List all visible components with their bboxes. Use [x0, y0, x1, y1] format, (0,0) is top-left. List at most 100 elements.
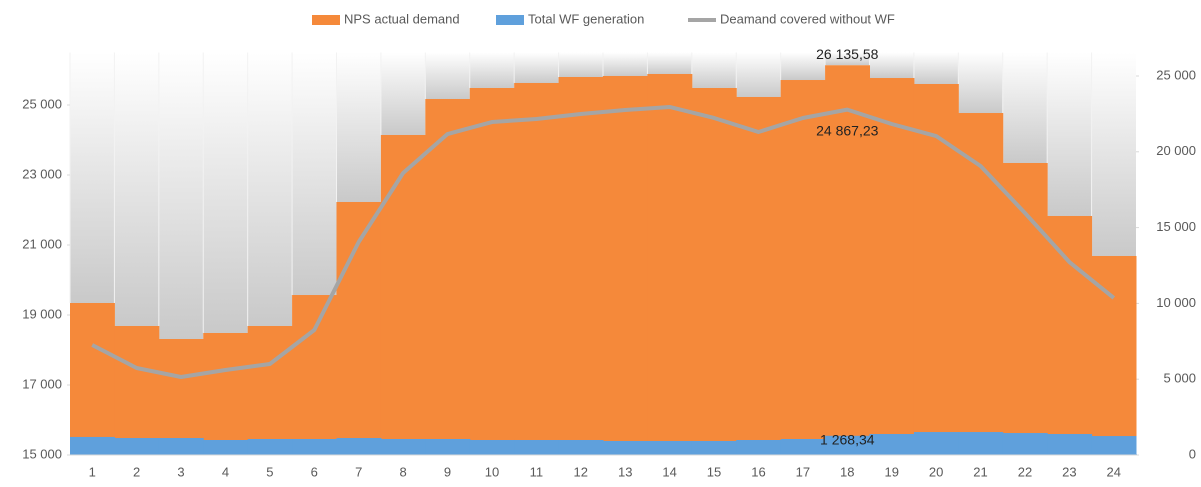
column-shade — [1047, 52, 1092, 216]
bar — [114, 438, 160, 455]
column-shade — [869, 52, 914, 79]
bar — [958, 113, 1004, 455]
x-tick-label: 1 — [89, 464, 96, 479]
y-tick-label: 17 000 — [22, 376, 62, 391]
column-shade — [913, 52, 959, 84]
bar — [1002, 433, 1048, 455]
legend-label: Total WF generation — [528, 11, 644, 26]
bar — [647, 440, 693, 455]
bar — [203, 332, 249, 455]
bar — [425, 439, 471, 455]
y-tick-label: 25 000 — [22, 96, 62, 111]
column-shade — [1002, 52, 1048, 163]
bar — [70, 436, 115, 455]
bar — [514, 82, 560, 456]
bar — [869, 434, 915, 455]
x-tick-label: 23 — [1062, 464, 1076, 479]
column-shade — [691, 52, 737, 88]
x-tick-label: 22 — [1018, 464, 1032, 479]
column-shade — [203, 52, 248, 333]
column-shade — [425, 52, 470, 100]
bar — [691, 87, 737, 456]
bar — [380, 439, 426, 455]
y2-tick-label: 25 000 — [1156, 67, 1196, 82]
x-tick-label: 19 — [884, 464, 898, 479]
column-shade — [469, 52, 515, 88]
bar — [647, 73, 693, 456]
bar — [913, 84, 959, 455]
legend-swatch — [312, 15, 340, 25]
bar — [247, 439, 293, 455]
legend-label: Deamand covered without WF — [720, 11, 895, 26]
column-shade — [736, 52, 781, 97]
x-tick-label: 20 — [929, 464, 943, 479]
bar — [780, 439, 826, 455]
y2-tick-label: 15 000 — [1156, 219, 1196, 234]
x-tick-label: 21 — [973, 464, 987, 479]
bar — [558, 77, 604, 455]
bar — [380, 134, 426, 455]
column-shade — [247, 52, 293, 326]
bar — [825, 435, 870, 455]
x-tick-label: 10 — [485, 464, 499, 479]
y-tick-label: 19 000 — [22, 306, 62, 321]
x-tick-label: 17 — [796, 464, 810, 479]
x-tick-label: 9 — [444, 464, 451, 479]
bar — [1091, 255, 1137, 455]
value-label: 1 268,34 — [820, 431, 875, 447]
x-tick-label: 2 — [133, 464, 140, 479]
y-tick-label: 23 000 — [22, 166, 62, 181]
column-shade — [558, 52, 603, 77]
bar — [1047, 434, 1093, 455]
legend-swatch — [496, 15, 524, 25]
bar — [691, 440, 737, 455]
x-tick-label: 8 — [400, 464, 407, 479]
bar — [1091, 436, 1137, 455]
y2-tick-label: 20 000 — [1156, 143, 1196, 158]
x-tick-label: 18 — [840, 464, 854, 479]
bar — [247, 325, 293, 455]
value-label: 26 135,58 — [816, 46, 878, 62]
column-shade — [292, 52, 337, 296]
legend-label: NPS actual demand — [344, 11, 460, 26]
x-tick-label: 16 — [751, 464, 765, 479]
bar — [603, 440, 648, 455]
bar — [1047, 215, 1093, 455]
bar — [336, 438, 382, 455]
x-tick-label: 24 — [1107, 464, 1121, 479]
y2-tick-label: 0 — [1189, 446, 1196, 461]
column-shade — [336, 52, 381, 202]
x-tick-label: 6 — [311, 464, 318, 479]
column-shade — [958, 52, 1003, 114]
bar — [292, 439, 337, 455]
bar — [558, 439, 604, 455]
bar — [514, 439, 560, 455]
y2-tick-label: 10 000 — [1156, 295, 1196, 310]
column-shade — [825, 52, 870, 66]
x-tick-label: 4 — [222, 464, 229, 479]
line — [91, 104, 1116, 379]
column-shade — [114, 52, 159, 326]
y-tick-label: 21 000 — [22, 236, 62, 251]
bar — [425, 99, 471, 455]
bar — [869, 78, 915, 455]
bar — [736, 96, 782, 456]
bar — [913, 432, 959, 455]
bar — [114, 325, 160, 455]
x-tick-label: 12 — [574, 464, 588, 479]
bar — [158, 438, 204, 455]
column-shade — [603, 52, 648, 76]
bar — [958, 432, 1004, 455]
bar — [158, 339, 204, 455]
column-shade — [158, 52, 204, 340]
bar — [469, 87, 515, 456]
column-shade — [780, 52, 826, 81]
bar — [736, 439, 782, 455]
column-shade — [647, 52, 692, 74]
x-tick-label: 11 — [530, 464, 544, 479]
bar — [292, 295, 337, 455]
bar — [1002, 162, 1048, 455]
bar — [780, 80, 826, 455]
column-shade — [70, 52, 115, 303]
